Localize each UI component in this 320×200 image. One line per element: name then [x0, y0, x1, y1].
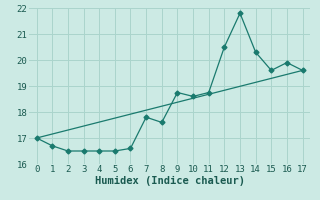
- X-axis label: Humidex (Indice chaleur): Humidex (Indice chaleur): [95, 176, 244, 186]
